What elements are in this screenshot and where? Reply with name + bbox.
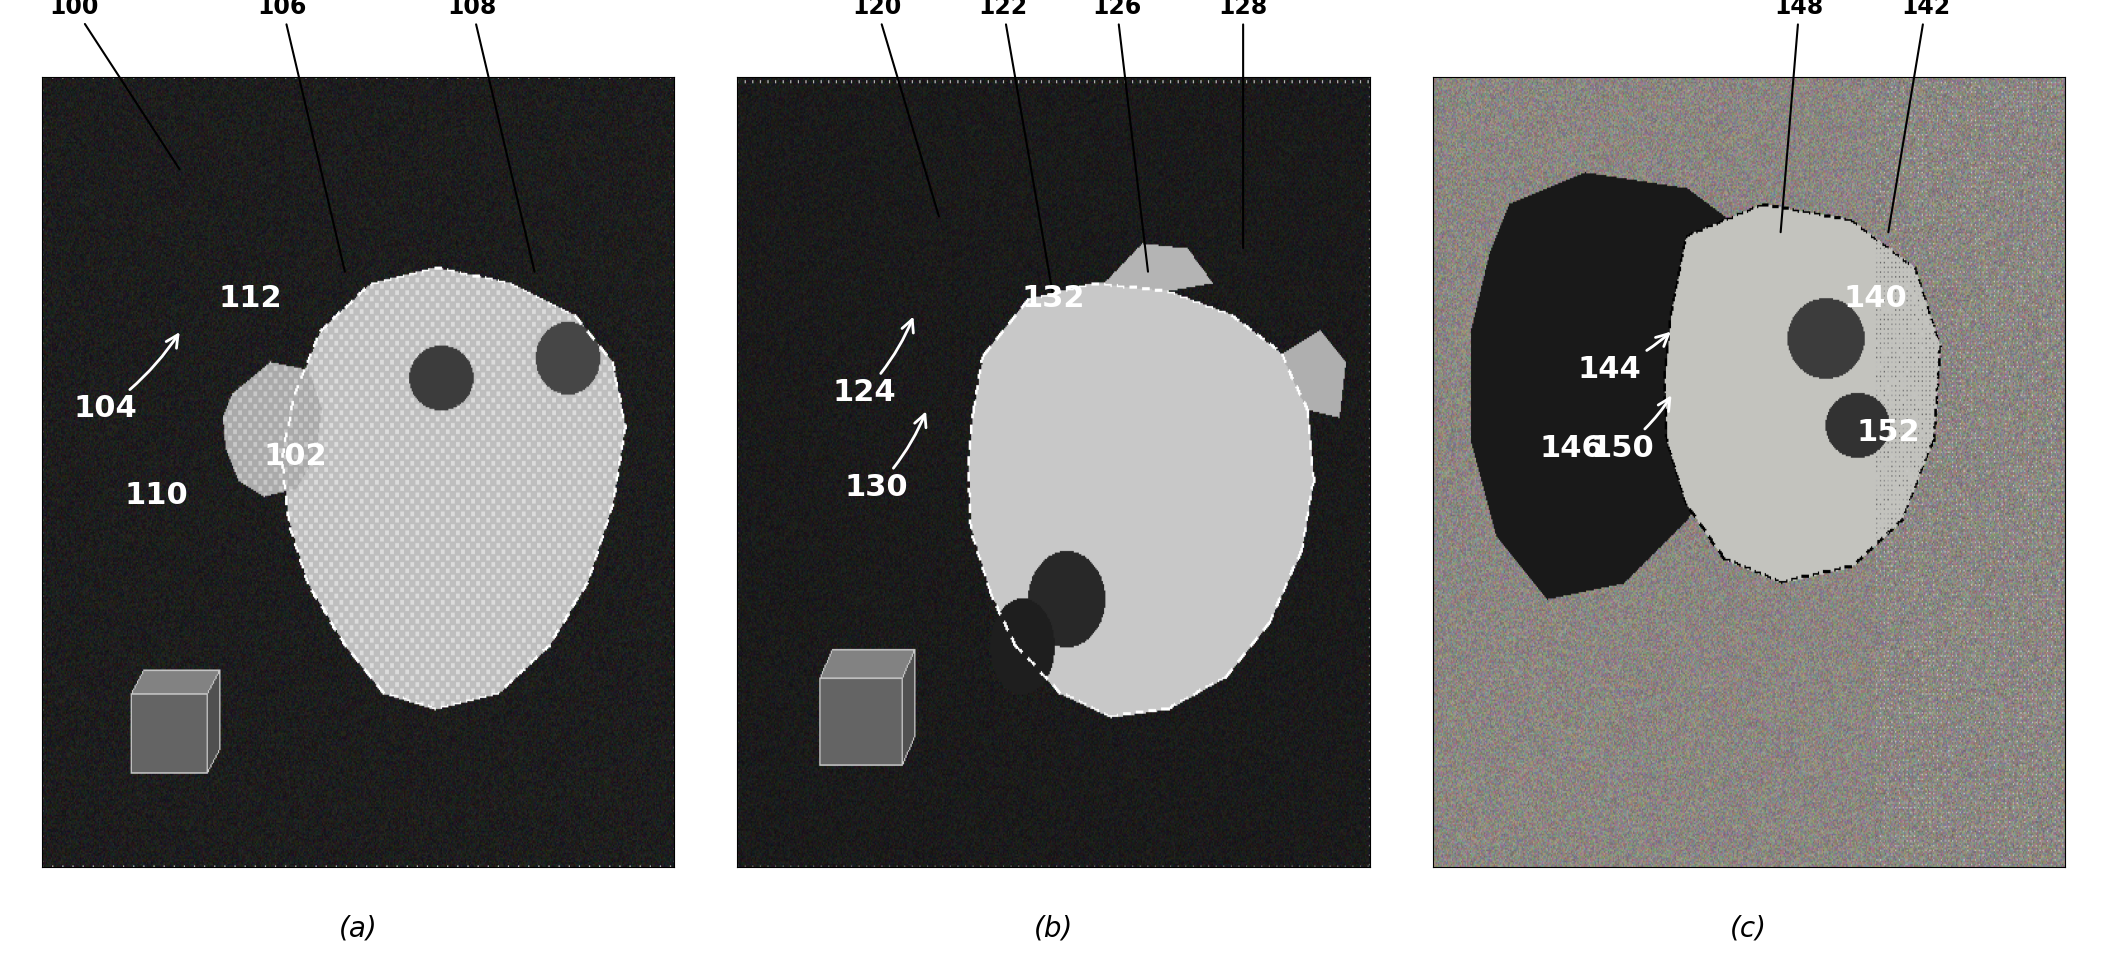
Text: 104: 104 bbox=[74, 335, 177, 423]
Text: 128: 128 bbox=[1218, 0, 1268, 248]
Text: 130: 130 bbox=[845, 414, 925, 502]
Text: 132: 132 bbox=[1022, 284, 1085, 313]
Text: 144: 144 bbox=[1578, 334, 1669, 383]
Text: 150: 150 bbox=[1591, 398, 1671, 462]
Text: 142: 142 bbox=[1888, 0, 1951, 232]
Text: 112: 112 bbox=[219, 284, 282, 313]
Text: (a): (a) bbox=[339, 914, 377, 942]
Text: 100: 100 bbox=[48, 0, 179, 169]
Text: 124: 124 bbox=[832, 320, 912, 407]
Text: 122: 122 bbox=[978, 0, 1054, 296]
Text: 152: 152 bbox=[1856, 418, 1919, 447]
Text: 140: 140 bbox=[1844, 284, 1907, 313]
Text: 120: 120 bbox=[851, 0, 940, 217]
Text: 102: 102 bbox=[263, 442, 327, 471]
Text: (c): (c) bbox=[1730, 914, 1768, 942]
Text: 110: 110 bbox=[124, 482, 188, 510]
Text: (b): (b) bbox=[1035, 914, 1072, 942]
Text: 146: 146 bbox=[1540, 433, 1603, 462]
Text: 108: 108 bbox=[447, 0, 535, 272]
Text: 126: 126 bbox=[1091, 0, 1148, 272]
Text: 106: 106 bbox=[257, 0, 346, 272]
Text: 148: 148 bbox=[1774, 0, 1825, 232]
